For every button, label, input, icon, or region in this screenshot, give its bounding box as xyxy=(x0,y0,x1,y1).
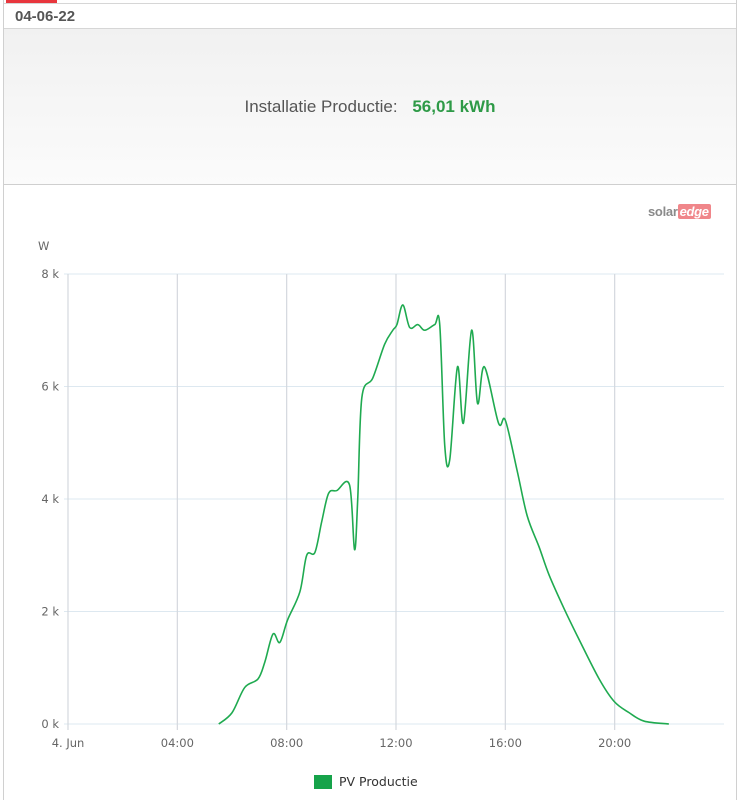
y-tick-label: 2 k xyxy=(41,605,59,619)
x-tick-label: 20:00 xyxy=(598,736,631,750)
y-tick-label: 6 k xyxy=(41,380,59,394)
y-tick-label: 8 k xyxy=(41,267,59,281)
production-summary: Installatie Productie: 56,01 kWh xyxy=(4,29,736,185)
production-value: 56,01 kWh xyxy=(412,97,496,116)
x-tick-label: 16:00 xyxy=(489,736,522,750)
page-frame xyxy=(3,0,737,800)
x-tick-label: 4. Jun xyxy=(52,736,85,750)
x-tick-label: 08:00 xyxy=(270,736,303,750)
y-axis-unit: W xyxy=(38,239,49,253)
y-tick-label: 4 k xyxy=(41,492,59,506)
date-label: 04-06-22 xyxy=(15,8,76,25)
date-header: 04-06-22 xyxy=(4,3,736,29)
legend-label: PV Productie xyxy=(339,774,418,789)
pv-production-line[interactable] xyxy=(218,304,669,725)
production-label: Installatie Productie: xyxy=(244,97,398,116)
legend-item-pv-productie[interactable]: PV Productie xyxy=(314,774,418,789)
x-tick-label: 04:00 xyxy=(161,736,194,750)
x-tick-label: 12:00 xyxy=(379,736,412,750)
active-tab-indicator xyxy=(6,0,57,3)
solaredge-logo: solar edge xyxy=(648,204,711,219)
legend-swatch-icon xyxy=(314,774,332,789)
y-tick-label: 0 k xyxy=(41,717,59,731)
